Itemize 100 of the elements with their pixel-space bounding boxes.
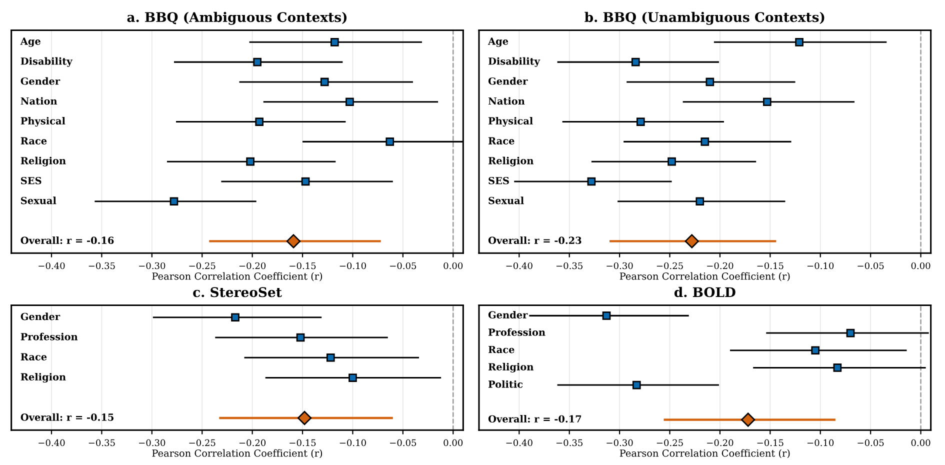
point [684,234,699,248]
category-label: Disability [488,57,540,67]
point [602,312,611,320]
category-label: Religion [20,156,66,166]
x-tick-label: −0.30 [139,439,166,446]
point [346,98,354,106]
category-label: Politic [488,380,523,388]
x-tick-label: 0.00 [911,439,930,446]
point [301,177,310,186]
category-label: Gender [20,77,60,85]
x-tick-label: −0.40 [38,439,65,446]
x-tick-label: −0.25 [189,262,216,270]
point [631,58,640,66]
category-label: Overall: r = -0.15 [20,413,114,421]
category-label: Nation [488,97,525,105]
point [700,138,710,146]
x-tick-label: −0.15 [290,262,316,270]
chart-title: b. BBQ (Unambiguous Contexts) [584,12,824,25]
category-label: Race [20,353,47,360]
point [326,353,335,362]
category-label: Overall: r = -0.17 [488,415,582,423]
x-axis-title: Pearson Correlation Coefficient (r) [152,272,322,282]
x-tick-label: 0.00 [911,262,930,270]
point [833,364,842,372]
point [846,328,855,338]
point [587,177,596,186]
category-label: Profession [20,332,78,340]
point [296,333,305,342]
category-label: Religion [488,156,534,166]
x-tick-label: −0.35 [88,439,115,446]
x-tick-label: −0.20 [707,439,734,446]
category-label: Overall: r = -0.23 [488,236,582,244]
category-label: Age [488,38,508,47]
point [636,118,645,126]
x-tick-label: −0.05 [858,262,884,270]
point [348,374,357,382]
x-tick-label: −0.15 [290,439,316,446]
point [330,38,339,46]
category-label: Nation [20,97,58,105]
x-tick-label: −0.40 [38,262,65,270]
x-tick-label: −0.05 [390,439,416,446]
x-tick-label: −0.25 [189,439,216,446]
category-label: Overall: r = -0.16 [20,236,114,244]
category-label: Gender [488,77,528,85]
point [255,118,264,126]
x-tick-label: −0.20 [239,262,266,270]
point [706,78,714,86]
x-tick-label: −0.20 [707,262,734,270]
x-tick-label: −0.35 [556,439,582,446]
category-label: Age [20,38,40,47]
x-tick-label: −0.35 [556,262,582,270]
chart-title: a. BBQ (Ambiguous Contexts) [127,12,347,25]
category-label: Gender [488,310,528,319]
x-tick-label: −0.05 [858,439,884,446]
point [668,157,676,166]
category-label: Sexual [488,196,524,204]
point [320,78,329,86]
category-label: Race [20,137,47,144]
point [795,38,804,46]
x-tick-label: −0.40 [506,439,532,446]
x-tick-label: 0.00 [444,262,463,270]
x-tick-label: −0.30 [139,262,166,270]
point [231,313,240,322]
x-tick-label: −0.10 [340,262,366,270]
x-tick-label: −0.30 [606,439,633,446]
point [253,58,262,66]
point [246,157,254,166]
x-axis-title: Pearson Correlation Coefficient (r) [620,272,790,282]
x-tick-label: −0.25 [656,262,683,270]
category-label: Physical [20,117,66,127]
point [286,234,301,248]
x-tick-label: −0.10 [808,262,834,270]
category-label: Race [488,137,514,144]
point [741,412,756,427]
x-tick-label: −0.05 [390,262,416,270]
chart-title: c. StereoSet [193,287,282,298]
chart-title: d. BOLD [674,286,736,298]
x-tick-label: −0.15 [757,439,784,446]
point [297,410,312,426]
x-tick-label: −0.20 [239,439,266,446]
category-label: Profession [488,328,546,336]
x-tick-label: −0.30 [606,262,633,270]
category-label: SES [488,176,509,184]
x-axis-title: Pearson Correlation Coefficient (r) [620,449,790,458]
category-label: Gender [20,312,60,320]
x-axis-title: Pearson Correlation Coefficient (r) [152,449,322,458]
x-tick-label: 0.00 [444,439,463,446]
category-label: SES [21,176,42,184]
point [811,346,820,355]
category-label: Religion [488,362,534,372]
category-label: Religion [20,373,66,383]
x-tick-label: −0.15 [757,262,784,270]
point [762,98,772,106]
point [386,138,394,146]
x-tick-label: −0.35 [88,262,115,270]
point [632,380,641,390]
x-tick-label: −0.10 [808,439,834,446]
x-tick-label: −0.25 [656,439,683,446]
x-tick-label: −0.40 [506,262,532,270]
category-label: Disability [20,57,73,67]
